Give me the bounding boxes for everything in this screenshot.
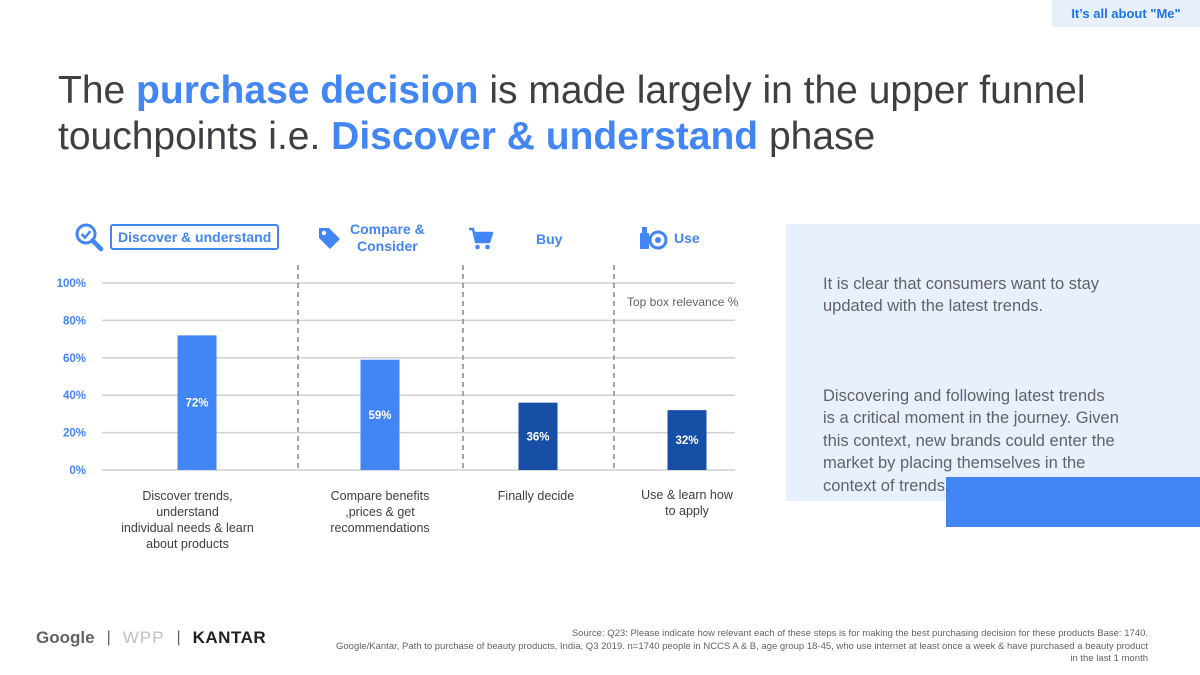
phase-buy: Buy (468, 227, 562, 251)
y-tick-label: 80% (63, 315, 86, 327)
phase-use: Use (638, 225, 700, 251)
category-label-compare: Compare benefits ,prices & get recommend… (330, 489, 430, 535)
source-note: Source: Q23: Please indicate how relevan… (328, 628, 1148, 666)
insight-text: It is clear that consumers want to stay … (823, 250, 1168, 520)
bar (518, 402, 558, 470)
magnifier-check-icon (75, 223, 104, 252)
google-logo: Google (36, 628, 95, 647)
wpp-logo: WPP (122, 628, 165, 647)
accent-block (946, 477, 1200, 527)
headline-highlight-discover: Discover & understand (331, 115, 759, 158)
source-line-1: Source: Q23: Please indicate how relevan… (571, 628, 1148, 639)
category-label-discover: Discover trends, understand individual n… (121, 489, 254, 551)
bar (177, 335, 217, 470)
y-tick-label: 20% (63, 428, 86, 440)
category-label-buy: Finally decide (497, 489, 575, 503)
source-line-2: Google/Kantar, Path to purchase of beaut… (336, 640, 1148, 665)
bar-value-label: 32% (675, 435, 698, 447)
kantar-logo: KANTAR (192, 628, 267, 647)
headline-part-1: The (58, 69, 137, 112)
phase-compare: Compare & Consider (316, 221, 425, 255)
logo-separator: | (106, 629, 111, 646)
price-tag-icon (319, 228, 340, 249)
logo-separator: | (176, 629, 181, 646)
section-tag: It’s all about "Me" (1052, 0, 1200, 27)
beauty-products-icon (640, 227, 668, 250)
phase-discover: Discover & understand (74, 222, 280, 252)
y-tick-label: 100% (57, 278, 86, 290)
y-tick-label: 60% (63, 353, 86, 365)
chart-annotation: Top box relevance % (627, 295, 739, 309)
category-label-use: Use & learn how to apply (641, 488, 733, 518)
phase-label-buy: Buy (536, 231, 563, 247)
headline: The purchase decision is made largely in… (58, 68, 1158, 160)
bar-chart: 0% 20% 40% 60% 80% 100% 72% 59% 36% 32% Top box re… (57, 265, 739, 477)
insight-paragraph-1: It is clear that consumers want to stay … (823, 274, 1100, 316)
bar (667, 410, 707, 470)
bar-value-label: 59% (368, 410, 391, 422)
shopping-cart-icon (469, 227, 494, 250)
headline-part-3: phase (758, 115, 876, 158)
insight-paragraph-2: Discovering and following latest trends … (823, 386, 1119, 495)
bar (360, 359, 400, 470)
bar-value-label: 36% (526, 431, 549, 443)
y-tick-label: 40% (63, 390, 86, 402)
phase-label-discover: Discover & understand (110, 224, 280, 250)
partner-logos: Google | WPP | KANTAR (36, 628, 266, 648)
y-tick-label: 0% (69, 465, 86, 477)
headline-highlight-purchase-decision: purchase decision (136, 69, 479, 112)
insight-panel (786, 224, 1200, 501)
phase-label-compare: Compare & Consider (350, 221, 425, 254)
bar-value-label: 72% (185, 398, 208, 410)
headline-part-2: is made largely in the upper funnel touc… (58, 69, 1086, 158)
phase-label-use: Use (674, 230, 700, 246)
